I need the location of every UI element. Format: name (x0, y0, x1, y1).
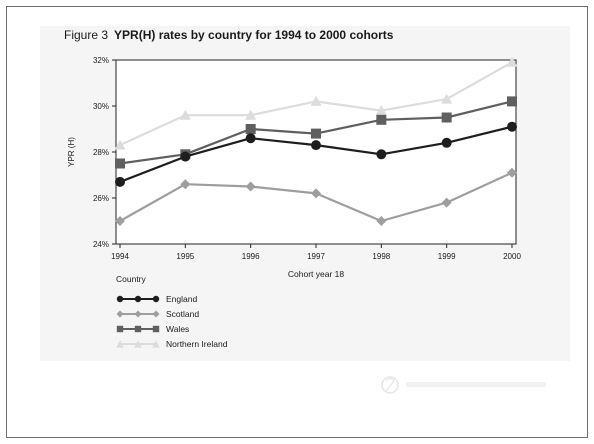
data-point (115, 216, 125, 226)
legend-swatch (116, 339, 160, 348)
data-point (376, 149, 387, 160)
data-point (506, 56, 518, 67)
legend-label: Northern Ireland (166, 338, 228, 349)
y-axis-label: YPR (H) (67, 137, 76, 167)
legend-label: Wales (166, 323, 190, 334)
series-england (115, 121, 517, 187)
x-tick-label: 1997 (307, 252, 325, 261)
data-point (180, 179, 191, 190)
series-layer (114, 56, 518, 226)
data-point (245, 133, 256, 144)
legend-label: Scotland (166, 308, 200, 319)
data-point (376, 216, 387, 226)
x-axis-label: Cohort year 18 (288, 269, 344, 279)
legend-marker (134, 325, 142, 332)
legend-marker (152, 325, 160, 332)
data-point (245, 124, 256, 134)
figure-number: Figure 3 (64, 28, 109, 42)
series-scotland (115, 167, 517, 226)
watermark-logo-icon (381, 376, 546, 394)
x-tick-label: 1994 (111, 252, 129, 261)
y-tick-label: 28% (93, 148, 109, 157)
legend-label: England (166, 293, 198, 304)
figure-title: Figure 3 YPR(H) rates by country for 1994… (64, 28, 393, 42)
y-axis: 24% 26% 28% 30% 32% (93, 56, 116, 249)
data-point (180, 151, 191, 162)
y-tick-label: 30% (93, 102, 109, 111)
data-point (507, 167, 517, 178)
y-tick-label: 26% (93, 194, 109, 203)
figure-title-text: YPR(H) rates by country for 1994 to 2000… (114, 28, 394, 42)
data-point (375, 105, 387, 116)
data-point (441, 137, 452, 148)
legend-item: Northern Ireland (116, 336, 227, 351)
legend: Country England Scotland Wales Northern Ire… (116, 274, 227, 351)
legend-marker (134, 295, 142, 302)
data-point (245, 109, 257, 120)
data-point (507, 121, 517, 132)
data-point (507, 96, 517, 107)
series-northern-ireland (114, 56, 518, 150)
x-tick-label: 1995 (176, 252, 194, 261)
y-tick-label: 24% (93, 240, 109, 249)
x-axis: 1994 1995 1996 1997 1998 1999 2000 (111, 244, 521, 261)
data-point (311, 140, 321, 151)
data-point (441, 93, 453, 104)
y-tick-label: 32% (93, 56, 109, 65)
plot-area (115, 59, 517, 245)
data-point (115, 158, 125, 169)
x-tick-label: 1999 (438, 252, 456, 261)
legend-title: Country (116, 274, 146, 284)
legend-swatch (116, 325, 160, 332)
data-point (310, 95, 322, 106)
data-point (245, 181, 256, 192)
legend-marker (152, 310, 160, 317)
x-tick-label: 2000 (503, 252, 521, 261)
legend-items: England Scotland Wales Northern Ireland (116, 291, 227, 351)
legend-marker (116, 325, 124, 332)
legend-marker (134, 310, 142, 317)
data-point (311, 128, 321, 139)
data-point (115, 176, 125, 187)
legend-swatch (116, 295, 160, 302)
legend-marker (152, 339, 160, 348)
legend-item: Wales (116, 321, 227, 336)
legend-marker (116, 339, 124, 348)
legend-marker (134, 339, 142, 348)
legend-marker (116, 310, 124, 317)
legend-item: England (116, 291, 227, 306)
x-tick-label: 1998 (372, 252, 390, 261)
x-tick-label: 1996 (242, 252, 260, 261)
legend-marker (116, 295, 124, 302)
legend-item: Scotland (116, 306, 227, 321)
legend-marker (152, 295, 160, 302)
data-point (179, 109, 191, 120)
data-point (114, 139, 126, 150)
data-point (441, 197, 452, 208)
data-point (311, 188, 321, 199)
data-point (441, 112, 452, 123)
legend-swatch (116, 310, 160, 317)
data-point (376, 114, 387, 125)
